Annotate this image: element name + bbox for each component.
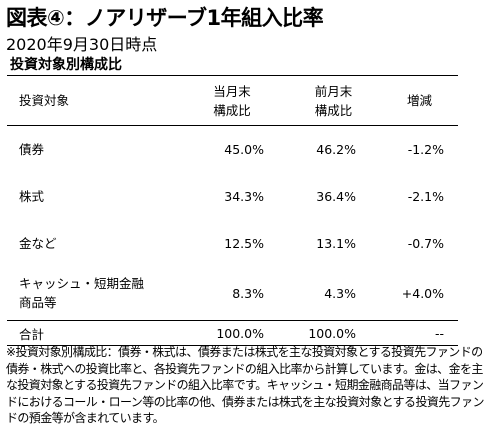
table-row-stocks: 株式 34.3% 36.4% -2.1% — [7, 173, 458, 220]
footnote: ※投資対象別構成比：債券・株式は、債券または株式を主な投資対象とする投資先ファン… — [6, 345, 484, 425]
table-subtitle: 投資対象別構成比 — [10, 57, 122, 73]
total-current: 100.0% — [178, 320, 286, 346]
row-change: -1.2% — [407, 141, 444, 157]
page-title: 図表④：ノアリザーブ1年組入比率 — [6, 6, 324, 30]
table-row-total: 合計 100.0% 100.0% -- — [7, 320, 458, 346]
row-previous: 4.3% — [324, 285, 356, 301]
total-change: -- — [381, 320, 458, 346]
row-label: キャッシュ・短期金融 商品等 — [19, 276, 145, 311]
row-previous: 46.2% — [316, 141, 356, 157]
row-change: -2.1% — [407, 188, 444, 204]
table-row-gold: 金など 12.5% 13.1% -0.7% — [7, 220, 458, 267]
row-change: +4.0% — [401, 285, 444, 301]
table-header-row: 投資対象 当月末 構成比 前月末 構成比 増減 — [7, 75, 458, 126]
header-current-ratio: 当月末 構成比 — [178, 75, 286, 126]
row-current: 8.3% — [232, 285, 264, 301]
as-of-date: 2020年9月30日時点 — [6, 35, 158, 54]
table-row-bonds: 債券 45.0% 46.2% -1.2% — [7, 126, 458, 173]
row-current: 12.5% — [224, 235, 264, 251]
row-previous: 13.1% — [316, 235, 356, 251]
table-row-cash: キャッシュ・短期金融 商品等 8.3% 4.3% +4.0% — [7, 267, 458, 321]
row-label: 債券 — [19, 141, 45, 157]
row-label: 金など — [19, 235, 57, 251]
row-previous: 36.4% — [316, 188, 356, 204]
row-change: -0.7% — [407, 235, 444, 251]
header-asset-class: 投資対象 — [7, 75, 178, 126]
row-current: 45.0% — [224, 141, 264, 157]
row-label: 株式 — [19, 188, 45, 204]
row-current: 34.3% — [224, 188, 264, 204]
total-label: 合計 — [7, 320, 178, 346]
total-previous: 100.0% — [286, 320, 381, 346]
header-previous-ratio: 前月末 構成比 — [286, 75, 381, 126]
header-change: 増減 — [381, 75, 458, 126]
allocation-table: 投資対象 当月末 構成比 前月末 構成比 増減 債券 45.0% 46.2% -… — [7, 75, 458, 346]
